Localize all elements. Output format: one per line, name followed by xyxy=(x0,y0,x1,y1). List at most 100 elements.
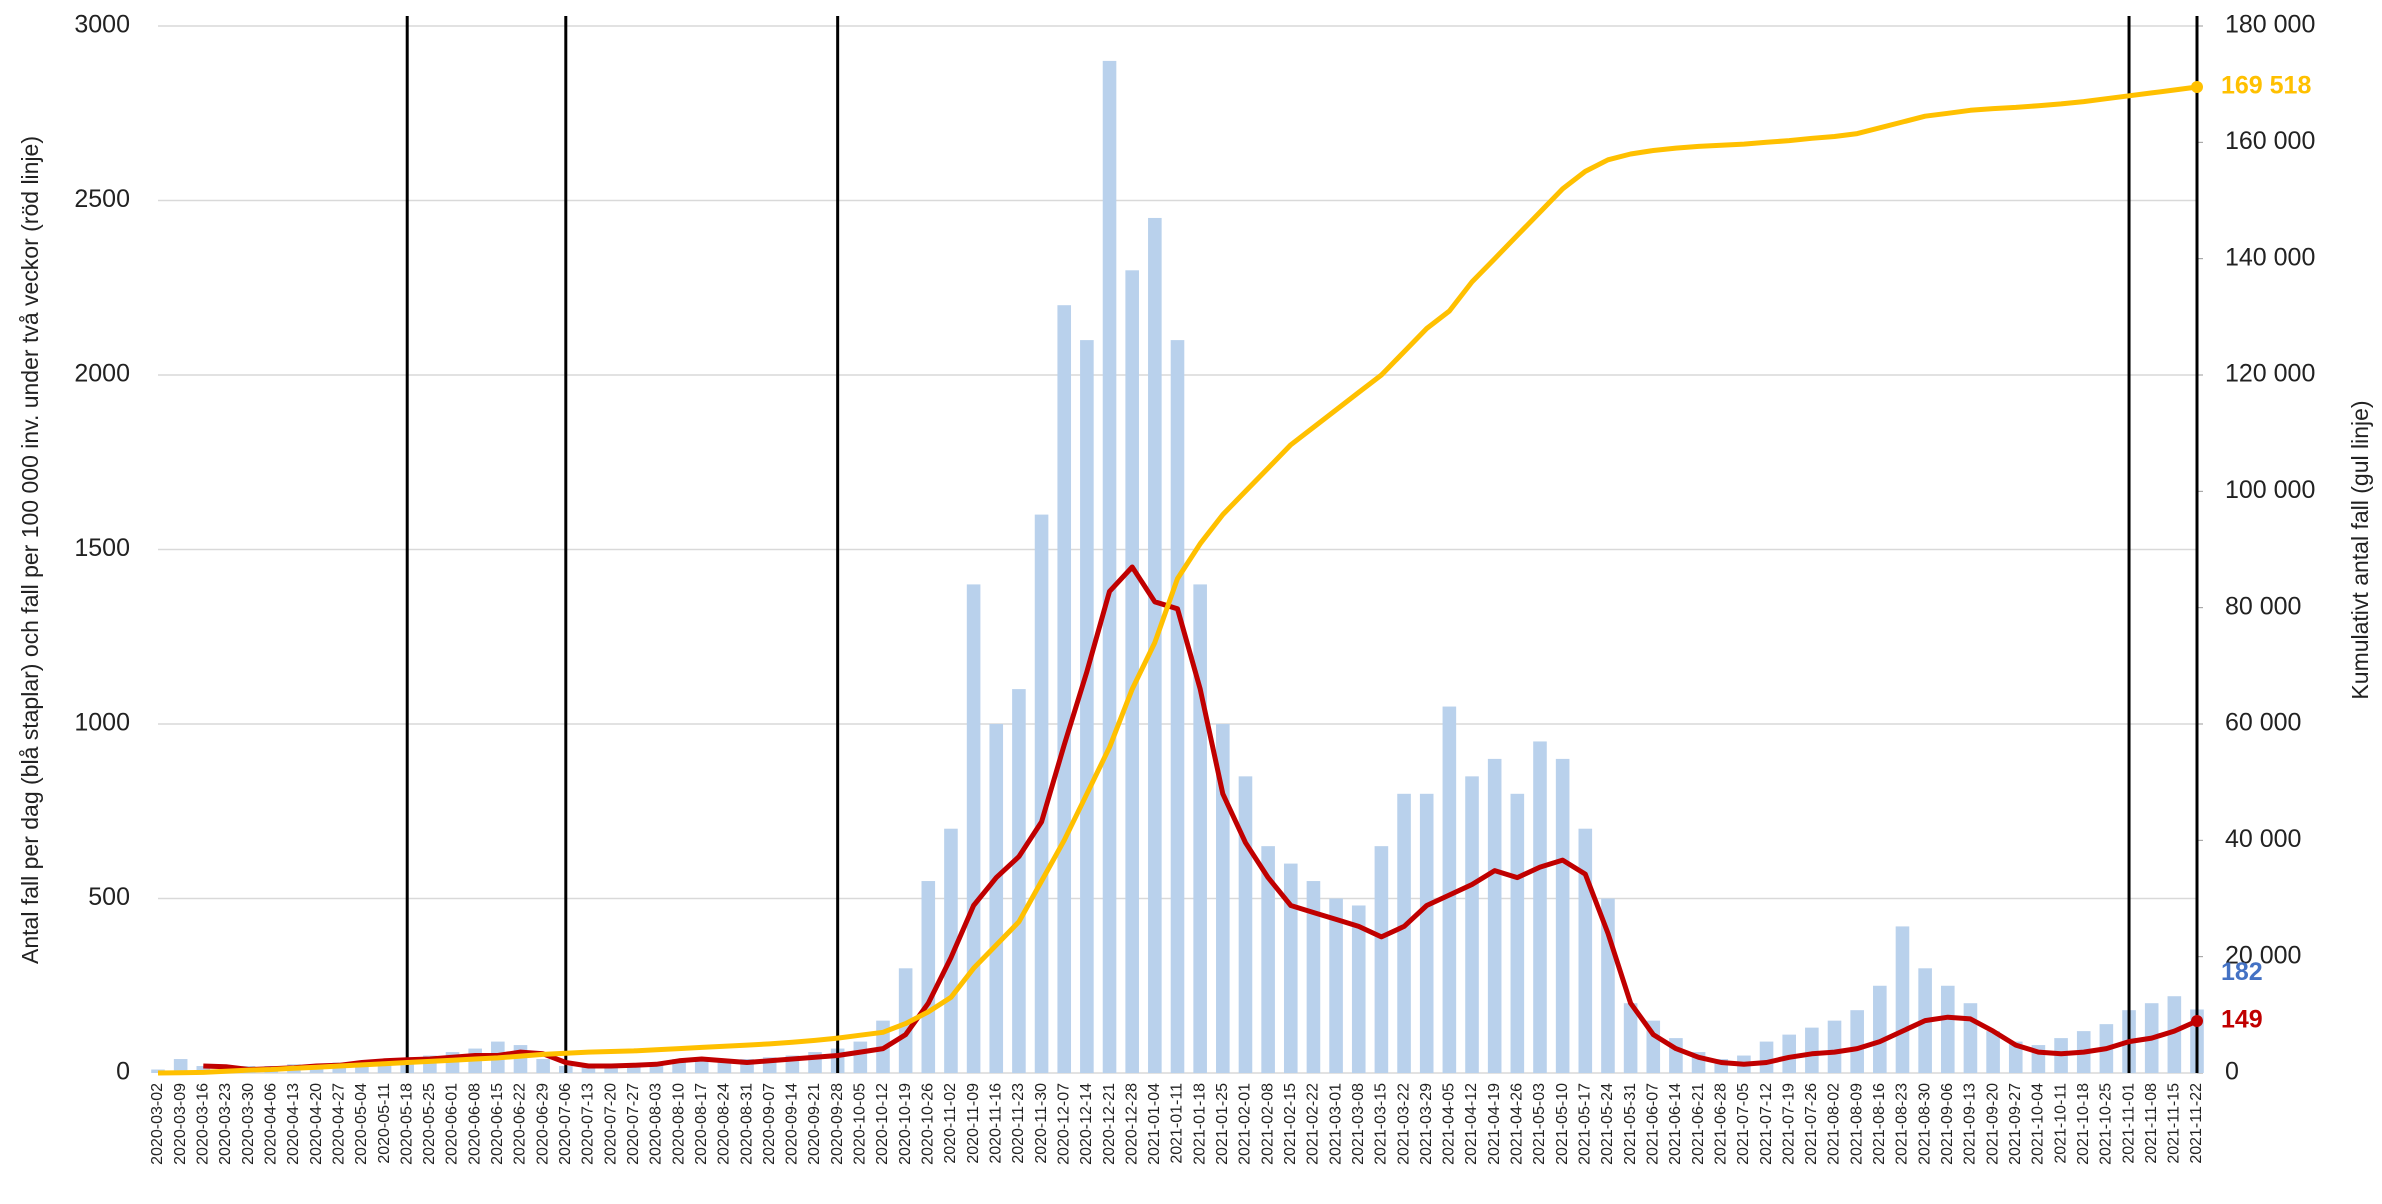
x-tick-label: 2020-08-17 xyxy=(693,1083,710,1165)
x-tick-label: 2020-04-13 xyxy=(285,1083,302,1165)
x-tick-label: 2021-08-09 xyxy=(1848,1083,1865,1165)
x-tick-label: 2020-08-31 xyxy=(738,1083,755,1165)
x-tick-label: 2021-06-14 xyxy=(1667,1083,1684,1165)
bar xyxy=(1329,898,1343,1073)
x-tick-label: 2020-12-07 xyxy=(1055,1083,1072,1165)
x-tick-label: 2021-11-15 xyxy=(2166,1083,2183,1164)
x-tick-label: 2020-11-02 xyxy=(942,1083,959,1164)
x-tick-label: 2020-09-14 xyxy=(784,1083,801,1165)
bar xyxy=(173,1059,188,1073)
y2-tick-label: 80 000 xyxy=(2225,592,2301,620)
bar xyxy=(1012,689,1026,1073)
bar xyxy=(1940,985,1955,1073)
x-tick-label: 2020-08-03 xyxy=(648,1083,665,1165)
bar xyxy=(1555,758,1570,1073)
bar xyxy=(626,1064,641,1073)
x-tick-label: 2020-07-27 xyxy=(625,1083,642,1165)
bar xyxy=(196,1066,211,1073)
x-tick-label: 2021-07-05 xyxy=(1735,1083,1752,1165)
bar xyxy=(1306,881,1321,1073)
bar xyxy=(1895,926,1910,1073)
bar xyxy=(1510,793,1525,1073)
x-tick-label: 2020-05-11 xyxy=(376,1083,393,1164)
x-tick-label: 2021-09-13 xyxy=(1962,1083,1979,1165)
x-tick-label: 2021-04-19 xyxy=(1486,1083,1503,1165)
x-tick-label: 2021-09-20 xyxy=(1984,1083,2001,1165)
x-tick-label: 2021-05-31 xyxy=(1622,1083,1639,1165)
bar xyxy=(2008,1041,2023,1073)
x-tick-label: 2020-03-23 xyxy=(217,1083,234,1165)
x-tick-label: 2020-05-25 xyxy=(421,1083,438,1165)
bar xyxy=(581,1066,596,1073)
x-tick-label: 2021-06-28 xyxy=(1712,1083,1729,1165)
x-tick-label: 2020-07-20 xyxy=(602,1083,619,1165)
x-tick-label: 2020-12-21 xyxy=(1101,1083,1118,1165)
bar xyxy=(1623,1003,1638,1073)
x-tick-label: 2020-03-09 xyxy=(172,1083,189,1165)
x-tick-label: 2020-12-28 xyxy=(1123,1083,1140,1165)
bar xyxy=(1261,846,1275,1073)
x-tick-label: 2021-04-26 xyxy=(1509,1083,1526,1165)
y-axis-title: Antal fall per dag (blå staplar) och fal… xyxy=(17,136,43,964)
end-value-label: 169 518 xyxy=(2221,72,2311,100)
y-tick-label: 1000 xyxy=(74,709,130,737)
y2-tick-label: 140 000 xyxy=(2225,243,2315,271)
bar xyxy=(1782,1034,1796,1073)
end-value-label: 182 xyxy=(2221,958,2263,986)
x-tick-label: 2021-09-27 xyxy=(2007,1083,2024,1165)
line xyxy=(157,84,2198,1076)
x-tick-label: 2021-03-08 xyxy=(1350,1083,1367,1165)
x-tick-label: 2020-10-26 xyxy=(920,1083,937,1165)
x-tick-label: 2020-10-05 xyxy=(852,1083,869,1165)
x-tick-label: 2020-05-18 xyxy=(398,1083,415,1165)
y-tick-label: 2500 xyxy=(74,185,130,213)
x-tick-label: 2021-10-25 xyxy=(2098,1083,2115,1165)
bar xyxy=(1193,584,1207,1073)
x-tick-label: 2020-09-07 xyxy=(761,1083,778,1165)
bar xyxy=(1374,846,1389,1073)
bar xyxy=(1351,905,1366,1073)
y-tick-label: 2000 xyxy=(74,360,130,388)
bar xyxy=(536,1059,550,1073)
x-tick-label: 2020-11-09 xyxy=(965,1083,982,1164)
x-tick-label: 2020-03-16 xyxy=(195,1083,212,1165)
end-point xyxy=(2191,80,2203,93)
bar xyxy=(1533,741,1547,1073)
bar xyxy=(1216,724,1230,1073)
bar xyxy=(1850,1010,1864,1073)
end-value-label: 149 xyxy=(2221,1006,2263,1034)
x-tick-label: 2020-06-01 xyxy=(444,1083,461,1165)
bar xyxy=(1873,985,1887,1073)
bar xyxy=(1034,514,1049,1073)
x-tick-label: 2020-08-10 xyxy=(670,1083,687,1165)
x-tick-label: 2021-01-18 xyxy=(1191,1083,1208,1165)
x-tick-label: 2020-10-19 xyxy=(897,1083,914,1165)
bar xyxy=(355,1062,369,1073)
x-tick-label: 2020-03-30 xyxy=(240,1083,257,1165)
x-tick-label: 2020-12-14 xyxy=(1078,1083,1095,1165)
y-tick-label: 1500 xyxy=(74,534,130,562)
bar xyxy=(1759,1041,1774,1073)
bar xyxy=(2167,996,2182,1073)
x-tick-label: 2021-01-04 xyxy=(1146,1083,1163,1165)
x-tick-label: 2021-07-12 xyxy=(1758,1083,1775,1165)
x-tick-label: 2020-06-29 xyxy=(534,1083,551,1165)
x-tick-label: 2020-06-15 xyxy=(489,1083,506,1165)
bar xyxy=(989,724,1004,1073)
bar xyxy=(944,828,958,1073)
bar xyxy=(1238,776,1253,1073)
x-tick-label: 2021-08-02 xyxy=(1826,1083,1843,1165)
bar xyxy=(1419,793,1434,1073)
bar xyxy=(1827,1020,1842,1073)
bar xyxy=(853,1041,868,1073)
bar xyxy=(1080,340,1094,1074)
x-tick-label: 2021-08-23 xyxy=(1894,1083,1911,1165)
x-tick-label: 2021-02-08 xyxy=(1259,1083,1276,1165)
x-tick-label: 2020-09-21 xyxy=(806,1083,823,1165)
y2-tick-label: 40 000 xyxy=(2225,825,2301,853)
bar xyxy=(1057,305,1072,1073)
x-tick-label: 2021-05-24 xyxy=(1599,1083,1616,1165)
x-tick-label: 2020-11-23 xyxy=(1010,1083,1027,1164)
bar xyxy=(1125,270,1139,1073)
